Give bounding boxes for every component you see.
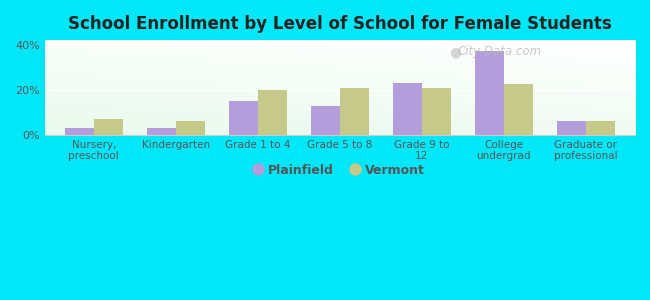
Text: ●: ● xyxy=(449,45,461,59)
Bar xyxy=(229,101,258,135)
Bar xyxy=(147,128,176,135)
Title: School Enrollment by Level of School for Female Students: School Enrollment by Level of School for… xyxy=(68,15,612,33)
Bar xyxy=(94,119,122,135)
Bar xyxy=(422,88,450,135)
Bar xyxy=(311,106,340,135)
Bar xyxy=(557,122,586,135)
Bar xyxy=(340,88,369,135)
Bar xyxy=(176,122,205,135)
Bar xyxy=(475,51,504,135)
Bar xyxy=(393,83,422,135)
Text: City-Data.com: City-Data.com xyxy=(458,45,542,58)
Legend: Plainfield, Vermont: Plainfield, Vermont xyxy=(250,159,430,182)
Bar xyxy=(504,84,532,135)
Bar xyxy=(65,128,94,135)
Bar xyxy=(258,90,287,135)
Bar xyxy=(586,122,614,135)
